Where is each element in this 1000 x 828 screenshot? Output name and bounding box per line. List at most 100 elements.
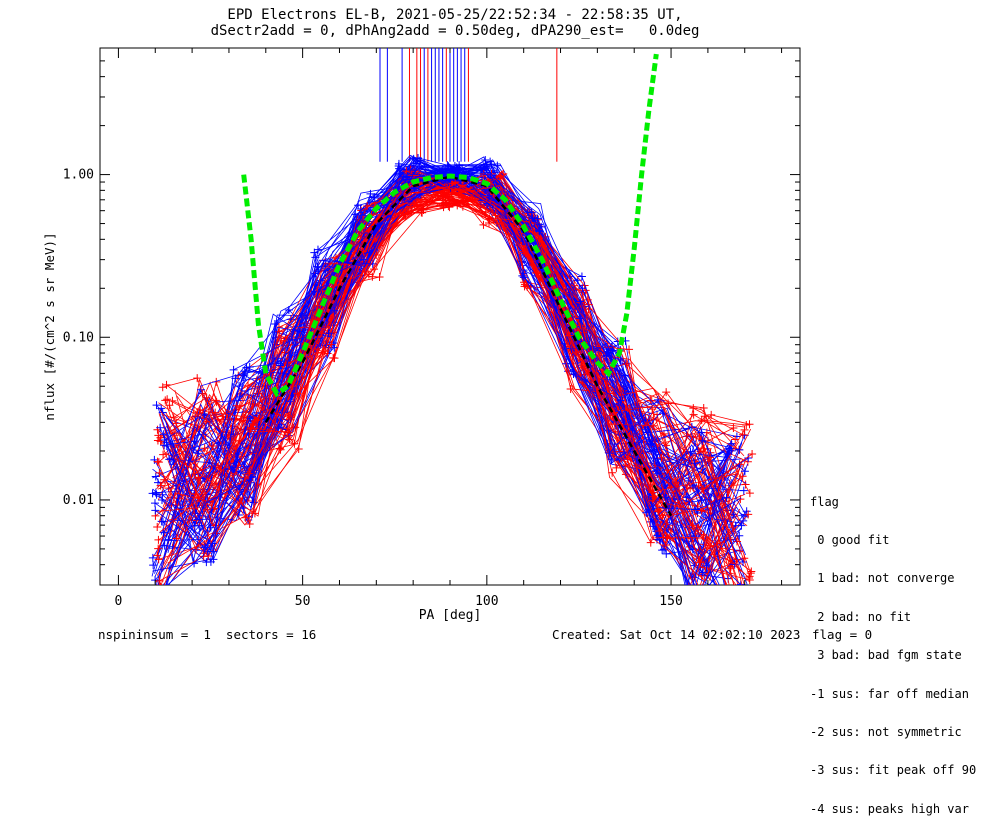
data-point [661,540,670,549]
series-line [166,169,742,585]
footer-info: nspininsum = 1 sectors = 16 [98,627,317,642]
data-point [738,430,747,439]
data-point [726,564,735,573]
data-point [158,596,166,604]
data-point [700,412,709,421]
data-point [740,467,749,476]
data-point [485,191,494,200]
series-line [167,184,727,585]
data-point [209,442,218,451]
data-point [739,516,748,525]
series-line [159,198,738,533]
data-point [151,506,160,515]
data-point [148,489,157,498]
data-point [313,348,322,357]
data-point [229,365,238,374]
data-point [153,457,162,466]
data-point [569,369,578,378]
y-axis-label: nflux [#/(cm^2 s sr MeV)] [42,232,57,420]
legend-item-6: -3 sus: fit peak off 90 [810,763,977,778]
data-point [330,306,339,315]
data-point [158,605,166,613]
data-point [727,446,736,455]
series-line [159,170,744,553]
series-line [173,165,725,585]
data-point [152,401,161,410]
data-point [653,395,662,404]
x-axis-label: PA [deg] [419,608,482,623]
data-point [616,396,625,405]
data-point [735,445,744,454]
data-point [209,555,218,564]
data-point [401,175,410,184]
data-point [745,420,754,429]
data-point [409,154,418,163]
series-line [168,173,738,572]
data-point [649,421,658,430]
data-point [646,396,655,405]
data-point [363,201,372,210]
data-point [212,398,221,407]
data-point [232,401,241,410]
data-point [737,521,746,530]
data-point [577,272,586,281]
data-point [730,596,738,604]
data-point [288,382,297,391]
data-point [535,226,544,235]
data-point [521,249,530,258]
data-point [693,522,702,531]
data-point [698,436,707,445]
data-point [566,384,575,393]
data-point [444,201,453,210]
data-point [285,435,294,444]
data-point [608,346,617,355]
data-point [162,584,164,585]
data-point [519,247,528,256]
data-point [458,202,467,211]
data-point [699,484,708,493]
data-point [209,547,218,556]
data-point [625,345,634,354]
legend: flag 0 good fit 1 bad: not converge 2 ba… [810,470,976,828]
data-point [742,420,751,429]
legend-item-0: 0 good fit [810,532,890,547]
data-point [523,208,532,217]
data-point [694,586,702,594]
data-point [491,211,500,220]
data-point [699,403,708,412]
data-point [164,484,173,493]
data-point [740,425,749,434]
data-point [621,461,630,470]
data-point [195,515,204,524]
data-point [150,499,159,508]
data-point [154,555,163,564]
series-line [173,168,729,574]
data-point [657,453,666,462]
data-point [479,220,488,229]
x-tick-label: 0 [115,594,123,609]
data-point [148,553,157,562]
fit-curve [241,53,659,398]
data-point [655,527,664,536]
data-point [706,453,715,462]
data-point [578,284,587,293]
data-point [689,404,698,413]
data-point [735,585,743,593]
data-point [330,354,339,363]
data-point [495,172,504,181]
data-point [662,549,671,558]
data-point [200,444,209,453]
data-point [245,520,254,529]
data-point [453,201,462,210]
data-point [745,596,753,604]
data-point [211,408,220,417]
legend-item-2: 2 bad: no fit [810,609,912,624]
data-point [156,481,165,490]
data-point [153,436,162,445]
data-point [739,610,747,618]
data-point [482,164,491,173]
data-point [612,463,621,472]
data-point [451,178,460,187]
x-tick-label: 150 [659,594,682,609]
data-point [160,441,169,450]
